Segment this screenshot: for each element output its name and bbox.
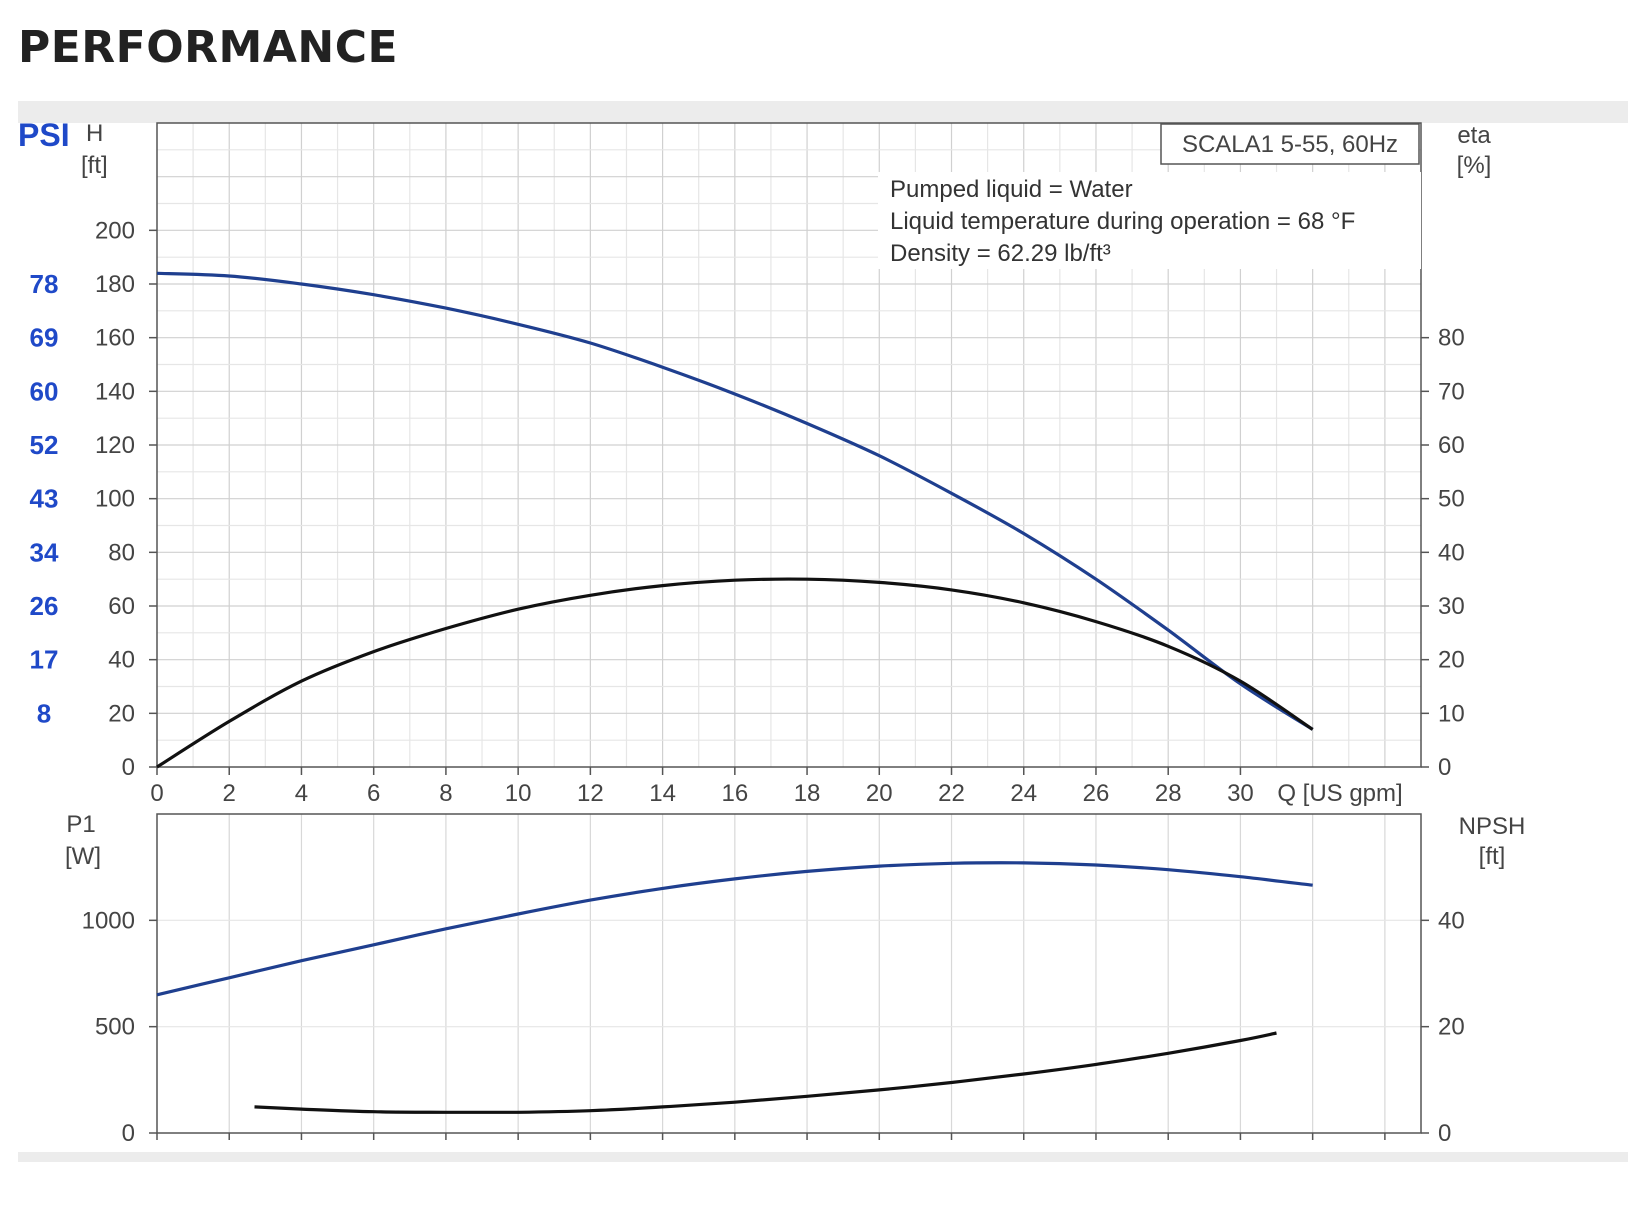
- head-tick-label: 120: [95, 432, 135, 459]
- eta-tick-label: 30: [1438, 593, 1465, 620]
- eta-tick-label: 10: [1438, 700, 1465, 727]
- psi-axis-label: PSI: [18, 117, 70, 153]
- head-tick-label: 20: [108, 700, 135, 727]
- annotation-1: Pumped liquid = Water: [890, 176, 1133, 203]
- lower-plot-frame: [156, 813, 1422, 1134]
- efficiency-curve: [156, 577, 1314, 769]
- power-tick-label: 1000: [82, 907, 135, 934]
- page-title: PERFORMANCE: [18, 22, 399, 73]
- head-curve: [156, 271, 1314, 731]
- flow-tick-label: 26: [1083, 780, 1110, 807]
- flow-tick-label: 14: [649, 780, 676, 807]
- eta-tick-label: 80: [1438, 325, 1465, 352]
- eta-tick-label: 20: [1438, 647, 1465, 674]
- psi-tick-label: 26: [30, 591, 59, 621]
- npsh-tick-label: 0: [1438, 1120, 1451, 1147]
- npsh-tick-label: 20: [1438, 1014, 1465, 1041]
- psi-tick-label: 17: [30, 645, 59, 675]
- lower-plot-background: [157, 814, 1421, 1133]
- flow-tick-label: 20: [866, 780, 893, 807]
- npsh-curve: [254, 1031, 1277, 1115]
- psi-tick-label: 8: [37, 698, 51, 728]
- flow-tick-label: 28: [1155, 780, 1182, 807]
- head-tick-label: 180: [95, 271, 135, 298]
- head-axis-label: H: [86, 120, 103, 147]
- section-divider-top: [18, 101, 1628, 123]
- head-tick-label: 100: [95, 486, 135, 513]
- upper-chart-panel: SCALA1 5-55, 60Hz Pumped liquid = Water Li…: [18, 117, 1491, 807]
- npsh-axis-label: NPSH: [1459, 813, 1526, 840]
- head-tick-label: 160: [95, 325, 135, 352]
- npsh-axis-unit: [ft]: [1479, 843, 1506, 870]
- power-axis-unit: [W]: [65, 843, 101, 870]
- chart-title: SCALA1 5-55, 60Hz: [1182, 131, 1398, 158]
- flow-tick-label: 18: [794, 780, 821, 807]
- title-box: [1160, 123, 1420, 165]
- power-tick-label: 500: [95, 1014, 135, 1041]
- psi-tick-label: 34: [30, 537, 59, 567]
- power-axis-label: P1: [66, 811, 95, 838]
- psi-tick-label: 43: [30, 484, 59, 514]
- annotation-2: Liquid temperature during operation = 68…: [890, 208, 1355, 235]
- psi-tick-label: 69: [30, 323, 59, 353]
- flow-axis-label: Q [US gpm]: [1277, 780, 1402, 807]
- flow-tick-label: 4: [295, 780, 308, 807]
- flow-tick-label: 24: [1010, 780, 1037, 807]
- lower-chart-panel: P1 [W] NPSH [ft] 0 500 1000 0 20 40: [65, 811, 1525, 1147]
- head-tick-label: 140: [95, 378, 135, 405]
- flow-tick-label: 6: [367, 780, 380, 807]
- head-tick-label: 60: [108, 593, 135, 620]
- eta-axis-unit: [%]: [1457, 152, 1492, 179]
- power-curve: [156, 861, 1313, 997]
- flow-tick-label: 16: [721, 780, 748, 807]
- flow-tick-label: 2: [223, 780, 236, 807]
- eta-tick-label: 70: [1438, 378, 1465, 405]
- head-tick-label: 40: [108, 647, 135, 674]
- flow-tick-label: 0: [150, 780, 163, 807]
- head-axis-unit: [ft]: [81, 152, 108, 179]
- power-tick-label: 0: [122, 1120, 135, 1147]
- eta-tick-label: 60: [1438, 432, 1465, 459]
- psi-tick-label: 60: [30, 376, 59, 406]
- head-tick-label: 200: [95, 217, 135, 244]
- flow-tick-label: 10: [505, 780, 532, 807]
- eta-tick-label: 40: [1438, 539, 1465, 566]
- eta-tick-label: 0: [1438, 754, 1451, 781]
- psi-tick-label: 78: [30, 269, 59, 299]
- annotation-3: Density = 62.29 lb/ft³: [890, 240, 1111, 267]
- head-tick-label: 80: [108, 539, 135, 566]
- flow-tick-label: 30: [1227, 780, 1254, 807]
- section-divider-bottom: [18, 1152, 1628, 1162]
- npsh-tick-label: 40: [1438, 907, 1465, 934]
- info-background: [878, 172, 1421, 269]
- head-tick-label: 0: [122, 754, 135, 781]
- eta-tick-label: 50: [1438, 486, 1465, 513]
- eta-axis-label: eta: [1457, 122, 1491, 149]
- flow-tick-label: 22: [938, 780, 965, 807]
- flow-tick-label: 12: [577, 780, 604, 807]
- psi-tick-label: 52: [30, 430, 59, 460]
- flow-tick-label: 8: [439, 780, 452, 807]
